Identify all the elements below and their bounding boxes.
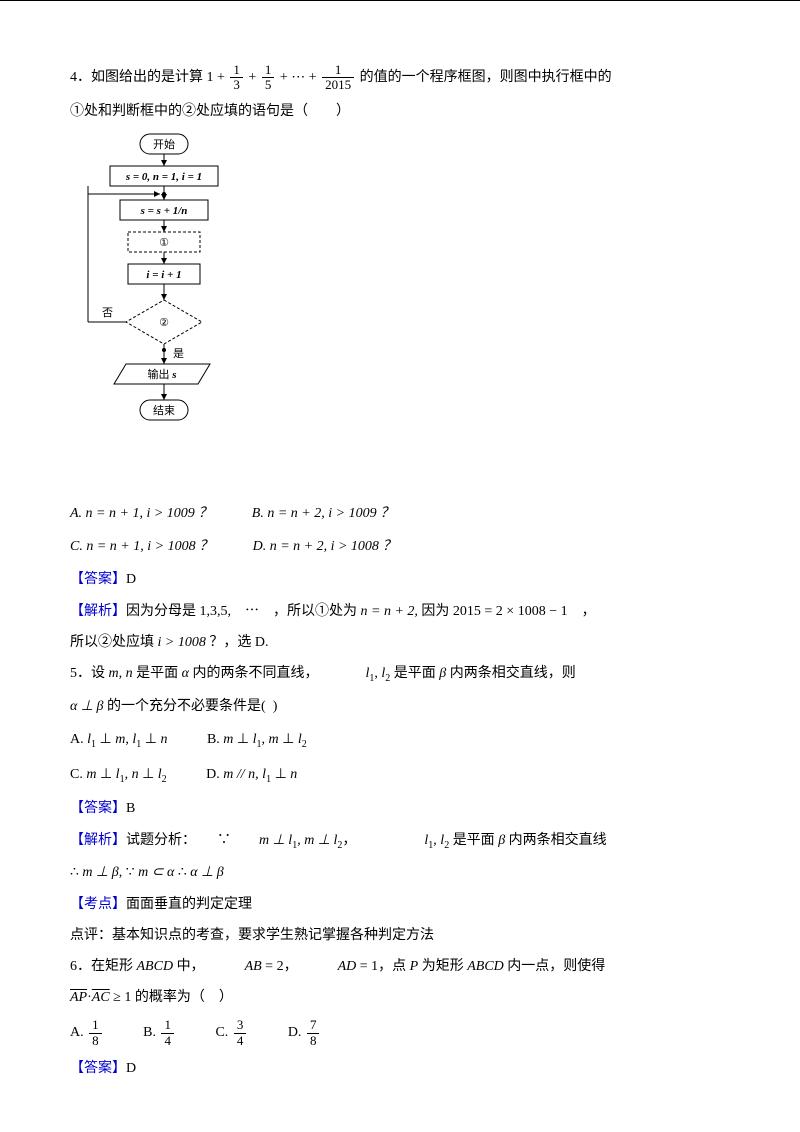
frac-1-5: 15 — [262, 63, 275, 93]
vec-ac: AC — [92, 990, 110, 1005]
q5-opt-b: B. m ⊥ l1, m ⊥ l2 — [207, 727, 307, 754]
q6-opt-b: B. 14 — [143, 1018, 176, 1048]
flow-step2: i = i + 1 — [146, 269, 181, 281]
q4-expl2: 所以②处应填 i > 1008 ？，选 D. — [70, 630, 730, 655]
q4-suffix: 的值的一个程序框图，则图中执行框中的 — [360, 70, 612, 85]
q5-ans-label: 【答案】 — [70, 801, 126, 816]
q4-opt-c: C. n = n + 1, i > 1008 ？ — [70, 534, 213, 559]
q4-ans-label: 【答案】 — [70, 572, 126, 587]
flow-yes: 是 — [173, 347, 184, 360]
frac-1-2015: 12015 — [322, 63, 354, 93]
flowchart-svg: 开始 s = 0, n = 1, i = 1 s = s + 1/n ① i =… — [70, 132, 240, 454]
flow-no: 否 — [102, 307, 113, 319]
q6-stem2: AP·AC ≥ 1 的概率为（ ） — [70, 985, 730, 1010]
q6-ans: D — [126, 1061, 136, 1076]
q6-opt-d: D. 78 — [288, 1018, 322, 1048]
q5-opt-c: C. m ⊥ l1, n ⊥ l2 — [70, 762, 167, 789]
q4-options-row1: A. n = n + 1, i > 1009 ？ B. n = n + 2, i… — [70, 501, 730, 526]
flow-start: 开始 — [153, 137, 175, 151]
q6-opt-c: C. 34 — [215, 1018, 248, 1048]
q5-note: 点评：基本知识点的考查，要求学生熟记掌握各种判定方法 — [70, 923, 730, 948]
q4-stem-line2: ①处和判断框中的②处应填的语句是（ ） — [70, 99, 730, 124]
q4-prefix: 4．如图给出的是计算 — [70, 70, 207, 85]
flow-step1: s = s + 1/n — [140, 205, 188, 217]
flow-out: 输出 s — [147, 367, 176, 381]
q5-ans: B — [126, 801, 135, 816]
flowchart: 开始 s = 0, n = 1, i = 1 s = s + 1/n ① i =… — [70, 132, 730, 463]
q5-opt-d: D. m // n, l1 ⊥ n — [206, 762, 297, 789]
q6-options: A. 18 B. 14 C. 34 D. 78 — [70, 1018, 730, 1048]
series-t1: 1 — [207, 70, 214, 85]
q4-expl1: 【解析】因为分母是 1,3,5, ⋯ ，所以①处为 n = n + 2, 因为 … — [70, 599, 730, 624]
q5-expl1: 【解析】试题分析： ∵ m ⊥ l1, m ⊥ l2， l1, l2 是平面 β… — [70, 828, 730, 855]
vec-ap: AP — [70, 990, 87, 1005]
q5-stem2: α ⊥ β 的一个充分不必要条件是( ) — [70, 694, 730, 719]
q6-ans-label: 【答案】 — [70, 1061, 126, 1076]
flow-decision: ② — [159, 317, 169, 329]
q5-expl2: ∴ m ⊥ β, ∵ m ⊂ α ∴ α ⊥ β — [70, 860, 730, 885]
q6-opt-a: A. 18 — [70, 1018, 104, 1048]
q4-opt-b: B. n = n + 2, i > 1009 ？ — [252, 501, 394, 526]
q6-post: ≥ 1 的概率为（ ） — [110, 990, 233, 1005]
q5-kd-label: 【考点】 — [70, 897, 126, 912]
q5-opt-a: A. l1 ⊥ m, l1 ⊥ n — [70, 727, 167, 754]
q4-ans: D — [126, 572, 136, 587]
q5-row1: A. l1 ⊥ m, l1 ⊥ n B. m ⊥ l1, m ⊥ l2 — [70, 727, 730, 754]
flow-box1: ① — [159, 237, 169, 249]
q4-opt-d: D. n = n + 2, i > 1008 ？ — [253, 534, 397, 559]
flow-end: 结束 — [153, 404, 175, 417]
q4-opt-a: A. n = n + 1, i > 1009 ？ — [70, 501, 212, 526]
q5-kd: 面面垂直的判定定理 — [126, 897, 252, 912]
series-dots: + ⋯ + — [280, 70, 317, 85]
frac-1-3: 13 — [230, 63, 243, 93]
q5-row2: C. m ⊥ l1, n ⊥ l2 D. m // n, l1 ⊥ n — [70, 762, 730, 789]
q4-stem-line1: 4．如图给出的是计算 1 + 13 + 15 + ⋯ + 12015 的值的一个… — [70, 63, 730, 93]
q6-stem1: 6．在矩形 ABCD 中，AB = 2，AD = 1，点 P 为矩形 ABCD … — [70, 954, 730, 979]
q5-stem1: 5．设 m, n 是平面 α 内的两条不同直线， l1, l2 是平面 β 内两… — [70, 661, 730, 688]
flow-init: s = 0, n = 1, i = 1 — [125, 171, 202, 183]
q4-options-row2: C. n = n + 1, i > 1008 ？ D. n = n + 2, i… — [70, 534, 730, 559]
